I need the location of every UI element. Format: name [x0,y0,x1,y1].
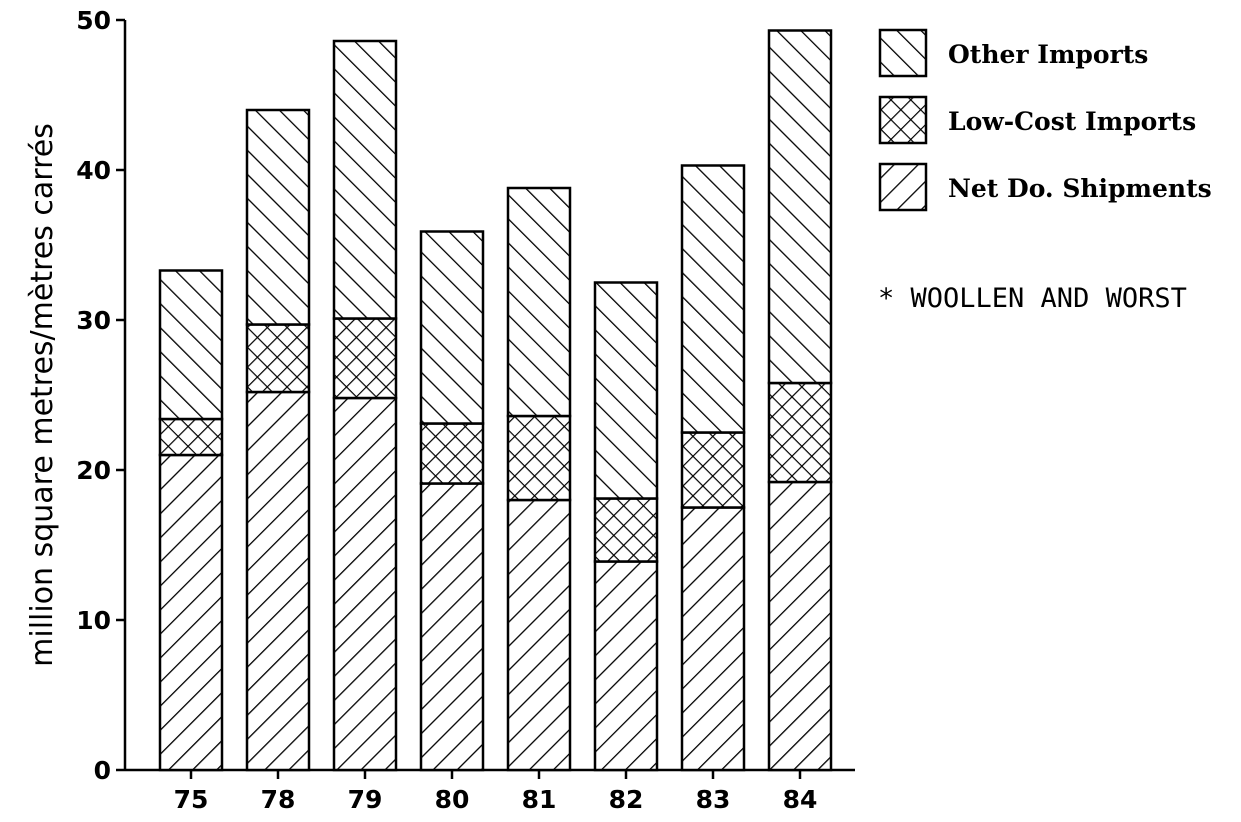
y-tick-label: 30 [76,306,111,335]
bar-segment-net-do-shipments-84 [767,480,833,772]
legend-label-net-do-shipments: Net Do. Shipments [948,174,1212,203]
bar-segment-other-imports-80 [419,230,485,425]
legend-swatch-net-do-shipments [878,162,928,212]
bar-segment-low-cost-imports-79 [332,317,398,400]
bar-segment-other-imports-83 [680,164,746,434]
bar-segment-low-cost-imports-82 [593,497,659,563]
chart-annotation: * WOOLLEN AND WORST [878,283,1187,314]
legend-swatch-other-imports [878,28,928,78]
legend-swatch-low-cost-imports [878,95,928,145]
bar-segment-low-cost-imports-78 [245,323,311,394]
bar-segment-net-do-shipments-82 [593,560,659,772]
x-tick-label: 78 [261,785,296,814]
plot-area: 0 10 20 30 40 50 75 78 79 80 81 82 83 84 [76,6,855,814]
y-axis-label: million square metres/mètres carrés [25,123,60,667]
bar-segment-other-imports-82 [593,281,659,500]
x-tick-label: 82 [609,785,644,814]
bar-segment-low-cost-imports-80 [419,422,485,485]
bar-segment-other-imports-78 [245,108,311,326]
bar-segment-other-imports-75 [158,269,224,421]
bar-segment-low-cost-imports-75 [158,417,224,457]
x-tick-label: 84 [783,785,818,814]
bar-segment-other-imports-84 [767,29,833,385]
legend: Other Imports Low-Cost Imports Net Do. Shi… [878,28,1212,212]
x-tick-label: 75 [174,785,209,814]
bar-segment-other-imports-81 [506,186,572,418]
bar-segment-low-cost-imports-81 [506,414,572,502]
legend-label-low-cost-imports: Low-Cost Imports [948,107,1196,136]
bar-segment-net-do-shipments-79 [332,396,398,772]
y-tick-label: 50 [76,6,111,35]
bar-segment-net-do-shipments-81 [506,498,572,772]
bar-segment-net-do-shipments-75 [158,453,224,772]
bar-segment-low-cost-imports-84 [767,381,833,484]
y-tick-label: 20 [76,456,111,485]
y-tick-label: 40 [76,156,111,185]
legend-label-other-imports: Other Imports [948,40,1148,69]
x-tick-label: 80 [435,785,470,814]
x-tick-label: 83 [696,785,731,814]
bar-segment-other-imports-79 [332,39,398,320]
bar-segment-low-cost-imports-83 [680,431,746,509]
x-tick-label: 79 [348,785,383,814]
bar-segment-net-do-shipments-83 [680,506,746,772]
x-tick-label: 81 [522,785,557,814]
y-tick-label: 0 [94,756,111,785]
y-tick-label: 10 [76,606,111,635]
bar-segment-net-do-shipments-80 [419,482,485,772]
bar-segment-net-do-shipments-78 [245,390,311,772]
